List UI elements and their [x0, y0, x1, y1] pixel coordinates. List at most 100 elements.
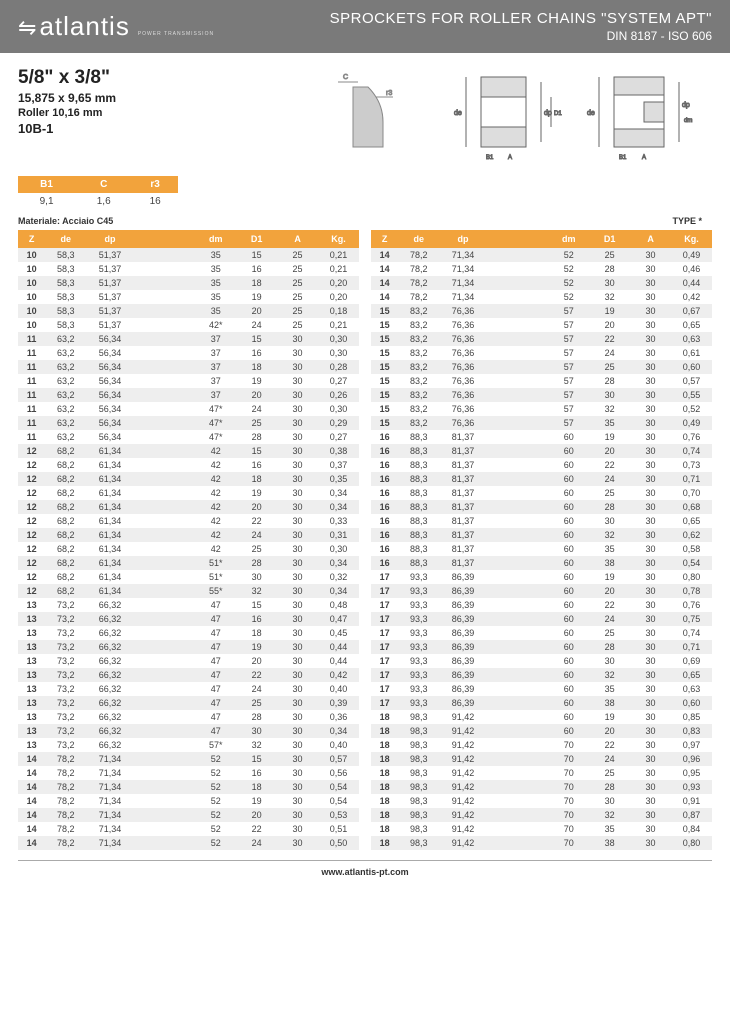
table-cell: 66,32: [86, 654, 134, 668]
table-cell: 13: [18, 696, 45, 710]
table-cell: 18: [236, 780, 277, 794]
table-cell: 20: [589, 318, 630, 332]
table-cell: 17: [371, 696, 398, 710]
table-cell: 0,53: [318, 808, 359, 822]
table-cell: 76,36: [439, 360, 487, 374]
table-cell: 93,3: [398, 570, 439, 584]
table-cell: 0,84: [671, 822, 712, 836]
table-cell: 35: [195, 262, 236, 276]
table-cell: 78,2: [45, 780, 86, 794]
table-cell: 71,34: [86, 808, 134, 822]
table-cell: 47*: [195, 430, 236, 444]
mini-v-r3: 16: [132, 193, 178, 210]
table-cell: 30: [630, 654, 671, 668]
table-cell: 20: [236, 388, 277, 402]
table-cell: 12: [18, 444, 45, 458]
table-cell: 30: [630, 640, 671, 654]
table-cell: 11: [18, 360, 45, 374]
table-cell: 20: [236, 500, 277, 514]
table-cell: 73,2: [45, 626, 86, 640]
table-cell: 16: [371, 430, 398, 444]
table-cell: 11: [18, 430, 45, 444]
table-row: 1478,271,345228300,46: [371, 262, 712, 276]
table-cell: 60: [548, 612, 589, 626]
data-tables: Z de dp dm D1 A Kg. 1058,351,373515250,2…: [0, 230, 730, 860]
table-cell: 15: [371, 402, 398, 416]
table-cell: 32: [589, 808, 630, 822]
col-d1: D1: [236, 230, 277, 248]
table-cell: 12: [18, 570, 45, 584]
table-cell: 15: [236, 444, 277, 458]
table-cell: [134, 570, 195, 584]
table-cell: [134, 290, 195, 304]
table-cell: 12: [18, 458, 45, 472]
table-cell: 18: [371, 780, 398, 794]
footer-url: www.atlantis-pt.com: [18, 860, 712, 889]
table-cell: 30: [630, 780, 671, 794]
mini-h-c: C: [75, 176, 132, 193]
table-cell: [134, 472, 195, 486]
table-cell: 30: [277, 780, 318, 794]
table-cell: 76,36: [439, 402, 487, 416]
table-cell: 78,2: [45, 822, 86, 836]
table-cell: 37: [195, 346, 236, 360]
table-cell: 12: [18, 542, 45, 556]
table-cell: 0,55: [671, 388, 712, 402]
table-cell: 56,34: [86, 374, 134, 388]
table-row: 1793,386,396028300,71: [371, 640, 712, 654]
table-cell: 25: [589, 360, 630, 374]
table-cell: 11: [18, 374, 45, 388]
table-cell: 0,58: [671, 542, 712, 556]
table-cell: [487, 528, 548, 542]
table-cell: 25: [589, 248, 630, 262]
table-cell: 18: [371, 752, 398, 766]
table-cell: 18: [371, 724, 398, 738]
table-cell: 86,39: [439, 584, 487, 598]
table-cell: [134, 318, 195, 332]
table-cell: 0,76: [671, 430, 712, 444]
table-cell: 88,3: [398, 500, 439, 514]
table-cell: 28: [589, 640, 630, 654]
table-cell: 14: [371, 262, 398, 276]
table-cell: 0,57: [671, 374, 712, 388]
table-cell: 47: [195, 640, 236, 654]
table-cell: 10: [18, 318, 45, 332]
table-cell: 12: [18, 514, 45, 528]
table-cell: 18: [236, 276, 277, 290]
mini-v-c: 1,6: [75, 193, 132, 210]
table-cell: 0,74: [671, 444, 712, 458]
table-cell: 0,28: [318, 360, 359, 374]
table-cell: [487, 570, 548, 584]
table-cell: 0,44: [318, 640, 359, 654]
table-cell: [487, 486, 548, 500]
table-cell: 52: [548, 276, 589, 290]
table-cell: 0,44: [671, 276, 712, 290]
table-cell: 60: [548, 696, 589, 710]
table-cell: [487, 304, 548, 318]
mini-spec-table: B1 C r3 9,1 1,6 16: [18, 176, 178, 210]
table-cell: [134, 738, 195, 752]
table-cell: 68,2: [45, 514, 86, 528]
table-cell: 76,36: [439, 318, 487, 332]
table-cell: 30: [277, 570, 318, 584]
table-row: 1898,391,427038300,80: [371, 836, 712, 850]
table-cell: 30: [630, 794, 671, 808]
table-cell: 98,3: [398, 808, 439, 822]
table-header-row: Z de dp dm D1 A Kg.: [18, 230, 359, 248]
table-row: 1058,351,373516250,21: [18, 262, 359, 276]
table-cell: 18: [371, 794, 398, 808]
table-cell: 91,42: [439, 724, 487, 738]
table-cell: 30: [630, 696, 671, 710]
table-cell: 66,32: [86, 598, 134, 612]
data-table-right: Z de dp dm D1 A Kg. 1478,271,345225300,4…: [371, 230, 712, 850]
table-cell: 0,33: [318, 514, 359, 528]
table-cell: [134, 444, 195, 458]
table-row: 1478,271,345224300,50: [18, 836, 359, 850]
table-cell: [487, 654, 548, 668]
table-cell: 30: [630, 724, 671, 738]
table-cell: 47: [195, 654, 236, 668]
table-cell: 78,2: [45, 836, 86, 850]
table-cell: 0,31: [318, 528, 359, 542]
table-cell: 30: [277, 682, 318, 696]
table-cell: 88,3: [398, 528, 439, 542]
